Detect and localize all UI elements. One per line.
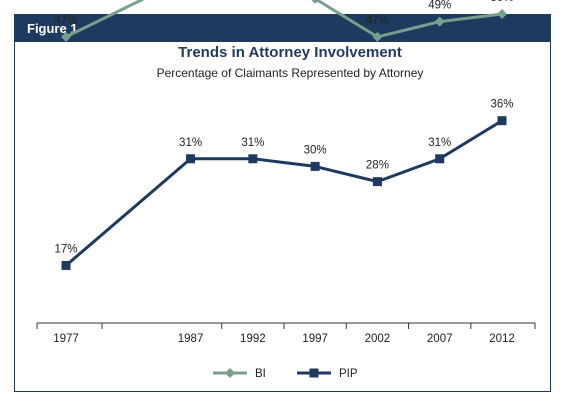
x-axis: 1977 1987 1992 1997 2002 2007 2012 — [36, 322, 536, 345]
x-tick-label: 1997 — [302, 333, 328, 345]
data-point-pip — [61, 260, 71, 270]
data-point-pip — [372, 177, 382, 187]
data-point-pip — [435, 154, 445, 164]
chart-title: Trends in Attorney Involvement — [178, 44, 402, 61]
x-tick-label: 1977 — [53, 333, 79, 345]
legend-label: BI — [255, 368, 266, 380]
data-label-pip: 17% — [54, 243, 77, 255]
data-point-pip — [248, 154, 258, 164]
x-tick-label: 1987 — [178, 333, 204, 345]
data-label-bi: 49% — [428, 0, 451, 12]
legend: BI PIP — [213, 368, 358, 380]
chart-subtitle: Percentage of Claimants Represented by A… — [156, 66, 424, 80]
data-label-bi: 47% — [366, 15, 389, 27]
data-point-pip — [310, 161, 320, 171]
series-pip: 17% 31% 31% 30% 28% 31% 36% — [54, 99, 514, 270]
data-label-bi: 50% — [490, 0, 513, 4]
data-point-pip — [186, 154, 196, 164]
x-tick-label: 2012 — [489, 333, 515, 345]
x-tick-label: 2007 — [427, 333, 453, 345]
data-point-pip — [497, 116, 507, 126]
legend-item-pip: PIP — [297, 368, 358, 380]
legend-marker — [225, 368, 235, 378]
legend-marker — [309, 368, 319, 378]
data-label-pip: 28% — [366, 160, 389, 172]
series-bi: 47%55%57%52%47%49%50% — [54, 0, 514, 42]
data-label-pip: 30% — [304, 144, 327, 156]
data-label-pip: 31% — [241, 137, 264, 149]
legend-item-bi: BI — [213, 368, 266, 380]
data-label-pip: 31% — [428, 137, 451, 149]
data-point-bi — [61, 31, 71, 42]
data-label-bi: 47% — [54, 15, 77, 27]
legend-label: PIP — [339, 368, 358, 380]
x-tick-label: 1992 — [240, 333, 266, 345]
figure-frame: Figure 1 — [14, 14, 551, 392]
data-label-pip: 36% — [490, 99, 513, 111]
series-layer: 47%55%57%52%47%49%50%17%31%31%30%28%31%3… — [54, 0, 514, 270]
x-tick-label: 2002 — [365, 333, 391, 345]
data-point-bi — [372, 31, 383, 42]
data-point-bi — [497, 9, 507, 19]
data-label-pip: 31% — [179, 137, 202, 149]
data-point-bi — [311, 0, 319, 4]
data-point-bi — [434, 16, 445, 27]
